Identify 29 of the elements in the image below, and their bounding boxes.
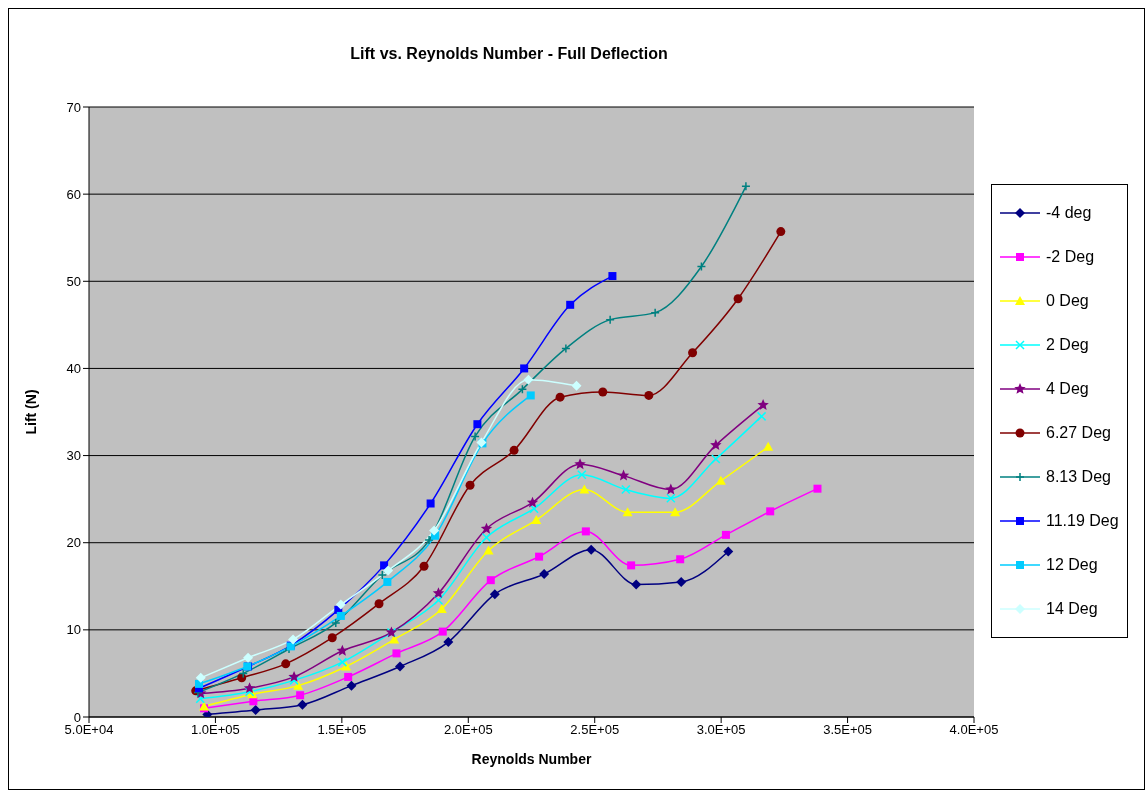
x-tick-label: 3.0E+05 xyxy=(696,722,746,738)
legend-label: 12 Deg xyxy=(1046,556,1098,574)
legend-label: -2 Deg xyxy=(1046,248,1095,266)
x-tick-label: 2.5E+05 xyxy=(570,722,620,738)
y-tick-label: 0 xyxy=(73,709,81,725)
legend-label: 8.13 Deg xyxy=(1046,468,1111,486)
y-tick-label: 10 xyxy=(66,622,81,638)
x-tick-label: 3.5E+05 xyxy=(823,722,872,738)
legend-label: 6.27 Deg xyxy=(1046,424,1111,442)
x-tick-label: 4.0E+05 xyxy=(949,722,999,738)
x-tick-label: 5.0E+04 xyxy=(64,722,114,738)
y-axis-title: Lift (N) xyxy=(22,389,39,435)
legend-label: 11.19 Deg xyxy=(1046,512,1119,530)
legend-label: -4 deg xyxy=(1046,204,1092,222)
legend-label: 0 Deg xyxy=(1046,292,1089,310)
x-axis-title: Reynolds Number xyxy=(471,751,592,767)
y-tick-label: 50 xyxy=(66,273,81,289)
y-tick-label: 40 xyxy=(66,361,81,377)
x-tick-label: 2.0E+05 xyxy=(443,722,493,738)
y-tick-label: 20 xyxy=(66,535,81,551)
chart-title: Lift vs. Reynolds Number - Full Deflection xyxy=(349,45,669,63)
y-tick-label: 70 xyxy=(66,99,81,115)
legend-label: 4 Deg xyxy=(1046,380,1089,398)
x-tick-label: 1.0E+05 xyxy=(191,722,240,738)
legend-label: 14 Deg xyxy=(1046,600,1098,618)
legend-label: 2 Deg xyxy=(1046,336,1089,354)
y-tick-label: 30 xyxy=(66,448,81,464)
x-tick-label: 1.5E+05 xyxy=(317,722,367,738)
y-tick-label: 60 xyxy=(66,186,81,202)
